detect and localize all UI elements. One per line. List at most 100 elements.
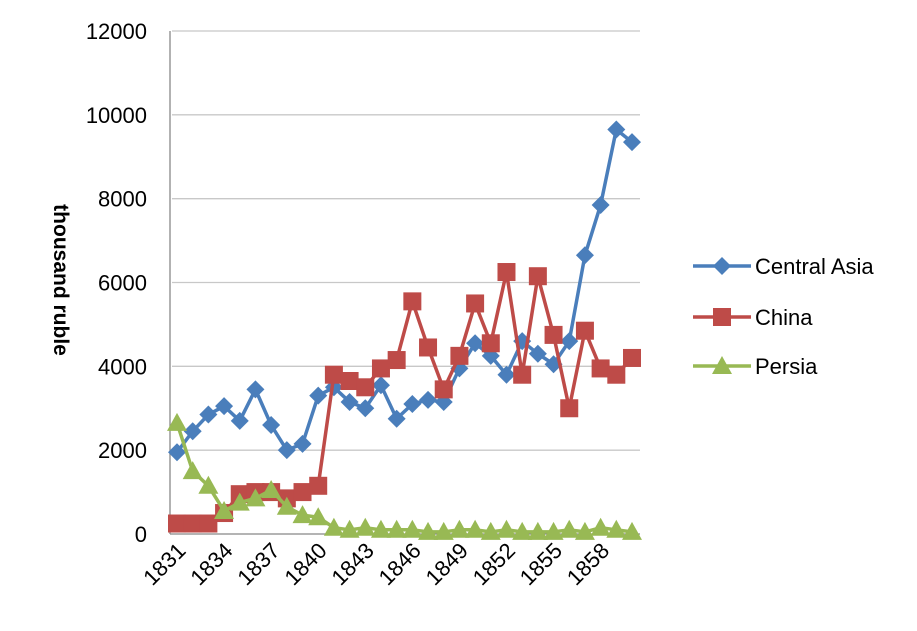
data-point <box>403 395 422 414</box>
legend-marker <box>712 356 732 374</box>
y-tick-label: 0 <box>135 522 147 547</box>
data-point <box>497 263 516 282</box>
data-point <box>387 409 406 428</box>
legend: Central Asia China Persia <box>693 254 874 379</box>
data-point <box>356 399 375 418</box>
data-point <box>465 519 486 538</box>
data-point <box>513 365 532 384</box>
data-point <box>261 479 282 498</box>
data-point <box>450 346 469 365</box>
data-point <box>622 521 642 540</box>
data-point <box>590 517 611 536</box>
x-tick-label: 1855 <box>515 538 567 590</box>
data-point <box>229 492 250 511</box>
data-point <box>276 496 297 515</box>
y-tick-label: 12000 <box>86 19 147 44</box>
data-point <box>292 505 313 524</box>
gridlines <box>172 30 640 451</box>
data-point <box>403 292 422 311</box>
data-point <box>480 521 501 540</box>
x-tick-label: 1840 <box>279 538 331 590</box>
data-point <box>293 434 312 453</box>
data-point <box>418 521 439 540</box>
legend-item: China <box>693 305 813 330</box>
data-point <box>308 507 329 526</box>
data-point <box>433 521 454 540</box>
x-tick-label: 1852 <box>468 538 520 590</box>
data-point <box>449 519 470 538</box>
x-tick-label: 1834 <box>185 538 237 590</box>
y-tick-label: 6000 <box>98 271 147 296</box>
data-point <box>496 519 517 538</box>
data-point <box>419 338 438 357</box>
legend-label: Central Asia <box>755 254 874 279</box>
data-point <box>371 359 390 378</box>
data-point <box>214 500 235 519</box>
legend-marker <box>713 257 731 275</box>
data-point <box>183 514 202 533</box>
legend-item: Persia <box>693 354 818 379</box>
x-tick-label: 1849 <box>421 538 473 590</box>
y-tick-labels: 0 2000 4000 6000 8000 10000 12000 <box>86 19 147 547</box>
data-point <box>324 365 343 384</box>
legend-label: China <box>755 305 813 330</box>
data-point <box>309 386 328 405</box>
data-point <box>560 399 579 418</box>
legend-item: Central Asia <box>693 254 874 279</box>
data-point <box>215 397 234 416</box>
data-point <box>199 514 218 533</box>
series-line <box>175 422 633 534</box>
data-point <box>559 519 580 538</box>
data-point <box>434 380 453 399</box>
series-persia <box>167 412 642 540</box>
data-point <box>323 517 344 536</box>
data-point <box>481 334 500 353</box>
data-point <box>371 376 390 395</box>
y-axis-label: thousand ruble <box>49 204 72 356</box>
data-point <box>355 517 376 536</box>
data-point <box>340 372 359 391</box>
x-tick-label: 1843 <box>327 538 379 590</box>
y-tick-label: 4000 <box>98 354 147 379</box>
x-tick-label: 1837 <box>232 538 284 590</box>
data-point <box>623 133 641 152</box>
data-point <box>543 521 564 540</box>
data-point <box>623 348 641 367</box>
legend-marker <box>713 308 731 326</box>
data-point <box>168 514 186 533</box>
data-point <box>528 344 547 363</box>
data-point <box>387 351 406 370</box>
data-point <box>591 195 610 214</box>
data-point <box>199 405 218 424</box>
legend-label: Persia <box>755 354 818 379</box>
y-tick-label: 2000 <box>98 438 147 463</box>
data-point <box>309 476 328 495</box>
data-point <box>574 521 595 540</box>
data-point <box>167 412 187 431</box>
data-point <box>183 422 202 441</box>
series-central-asia <box>168 120 641 462</box>
data-point <box>339 519 360 538</box>
data-point <box>607 365 626 384</box>
y-tick-label: 8000 <box>98 187 147 212</box>
data-point <box>230 411 249 430</box>
data-point <box>466 294 485 313</box>
data-point <box>182 461 203 480</box>
data-point <box>575 321 594 340</box>
data-point <box>356 378 375 397</box>
data-point <box>466 334 485 353</box>
data-point <box>293 483 312 502</box>
data-point <box>607 120 626 139</box>
data-point <box>560 332 579 351</box>
data-point <box>402 519 423 538</box>
data-point <box>245 488 266 507</box>
data-point <box>544 325 563 344</box>
data-point <box>262 416 281 435</box>
series-china <box>168 263 641 533</box>
x-tick-label: 1846 <box>374 538 426 590</box>
data-point <box>575 246 594 265</box>
x-tick-label: 1858 <box>562 538 614 590</box>
series-layer <box>167 120 642 540</box>
